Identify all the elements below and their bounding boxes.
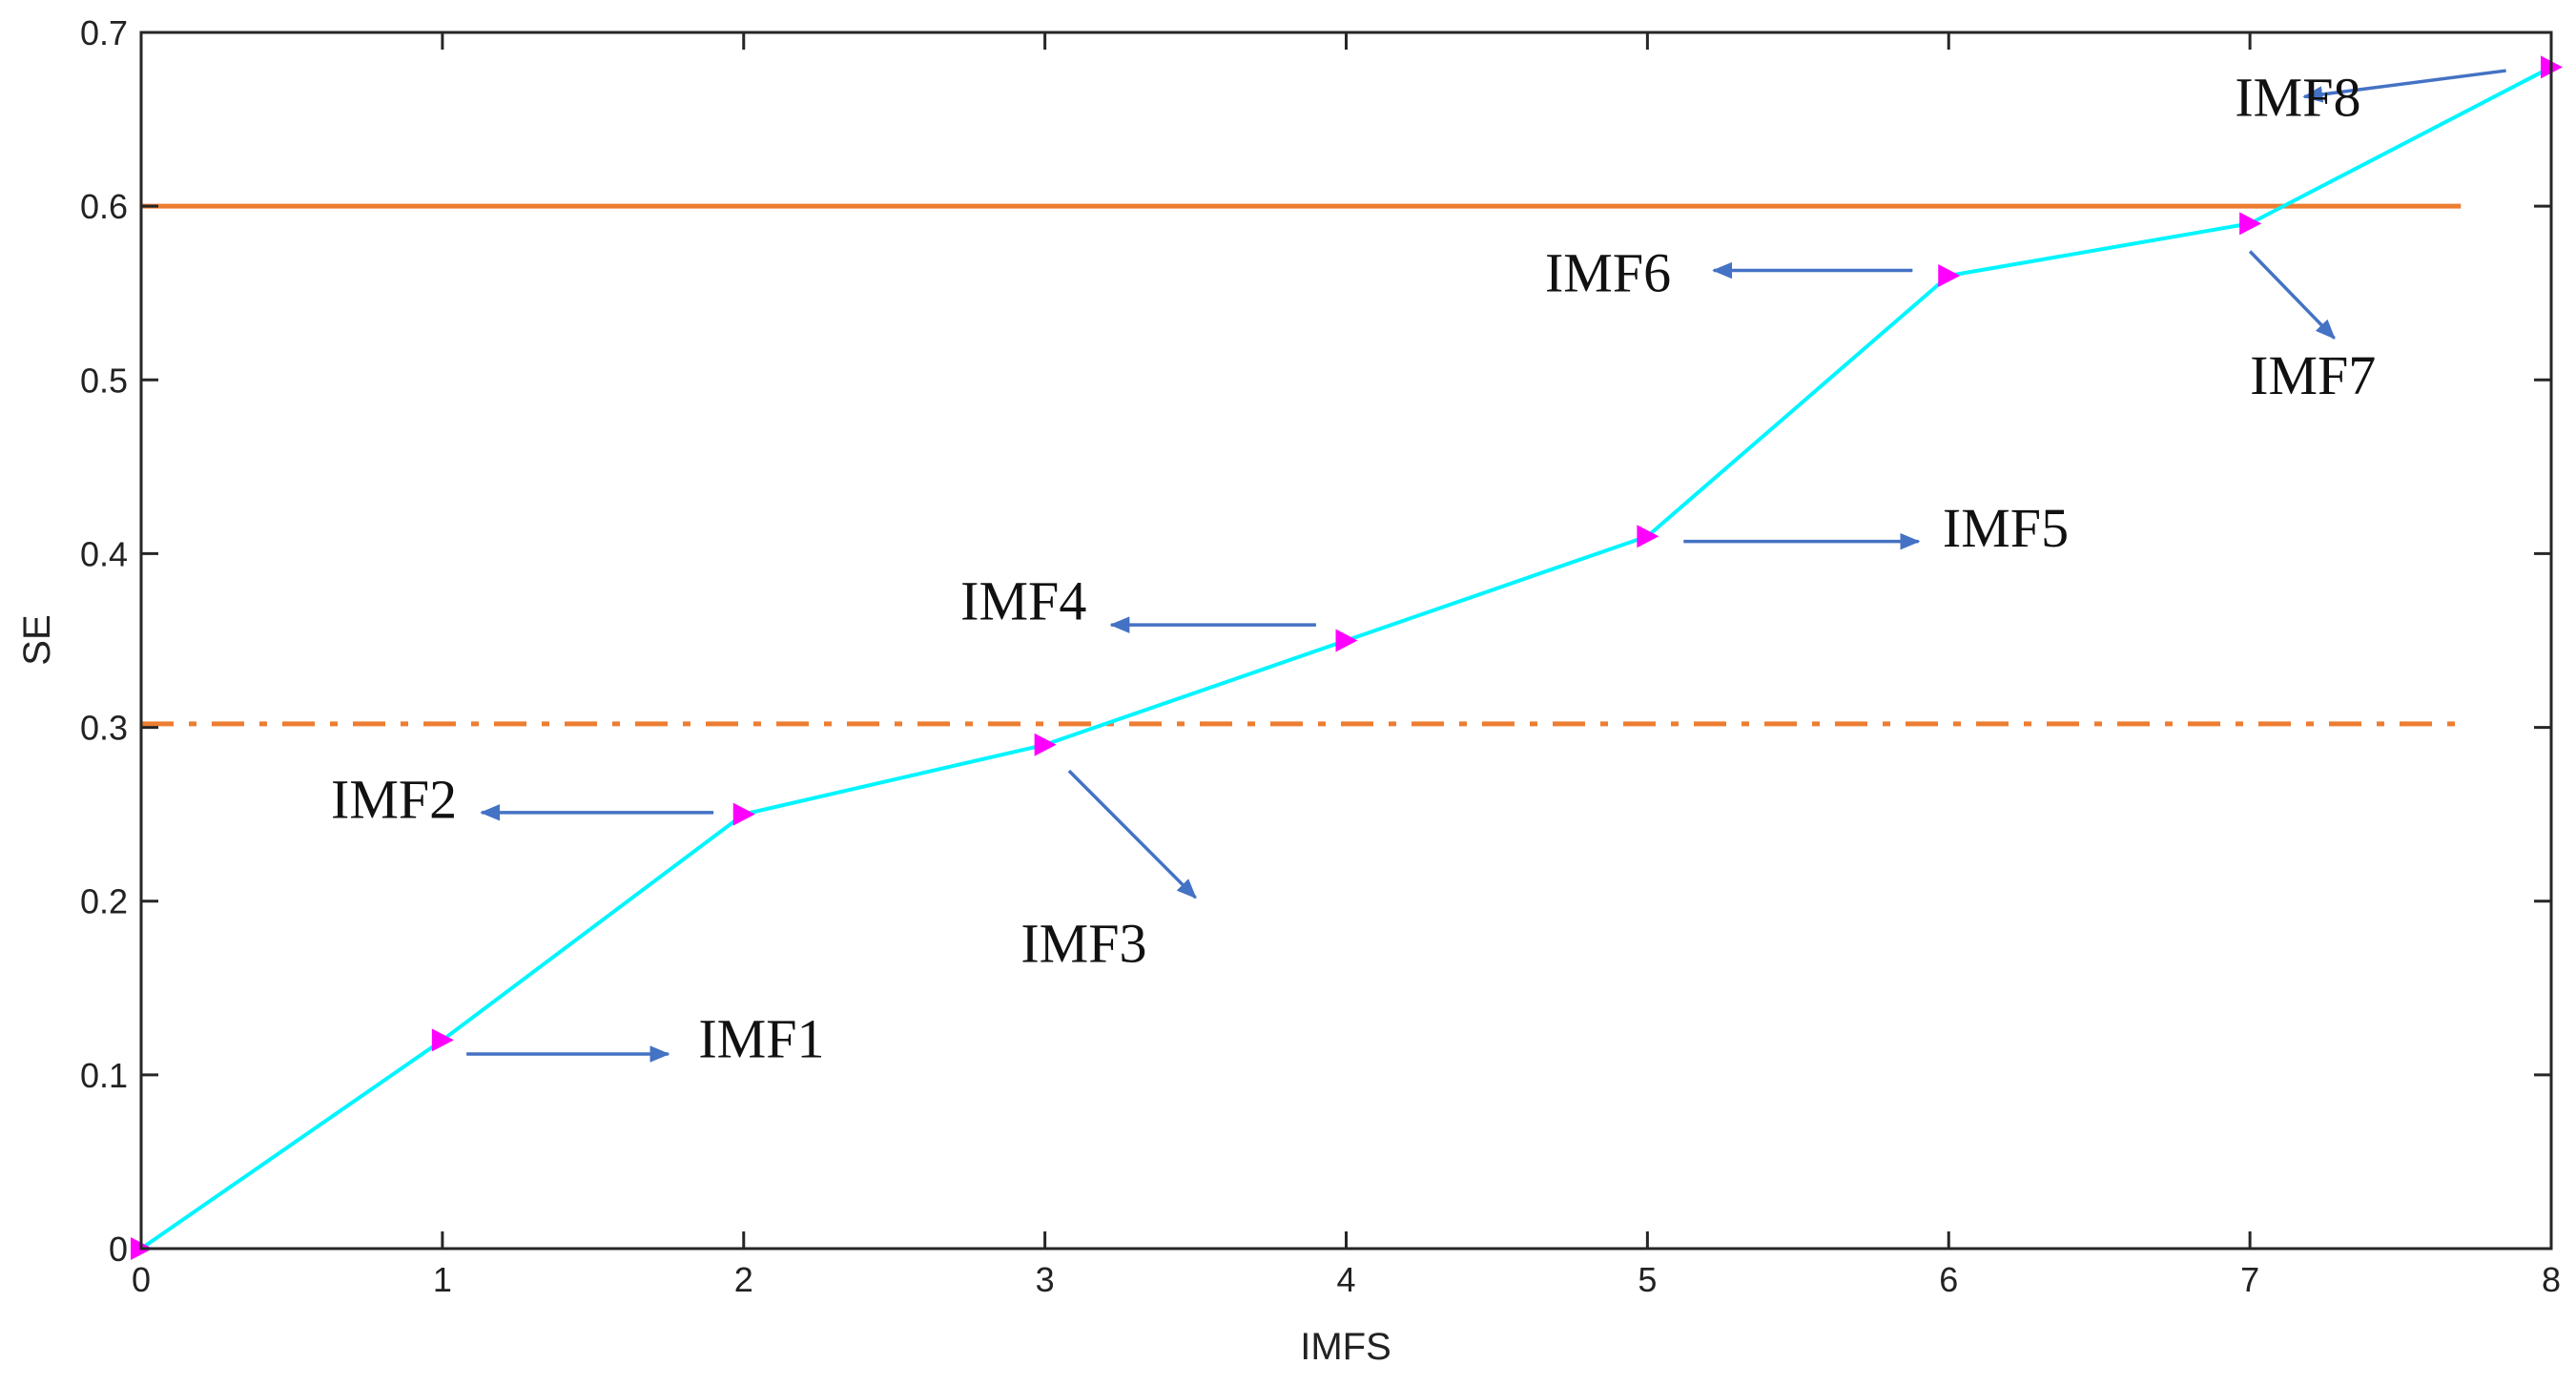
data-point-marker <box>431 1028 454 1052</box>
x-axis-title: IMFS <box>1300 1326 1391 1368</box>
x-tick-label: 8 <box>2542 1260 2561 1299</box>
y-tick-labels: 0 0.1 0.2 0.3 0.4 0.5 0.6 0.7 <box>80 13 128 1269</box>
annotation-label: IMF1 <box>698 1008 824 1070</box>
data-point-marker <box>1637 525 1659 548</box>
reference-lines <box>141 203 2462 727</box>
annotation-label: IMF2 <box>331 768 457 830</box>
y-axis-title: SE <box>16 614 58 665</box>
data-point-marker <box>1938 264 1961 287</box>
y-tick-label: 0.1 <box>80 1056 128 1095</box>
annotation-label: IMF7 <box>2250 344 2376 406</box>
x-tick-labels: 0 1 2 3 4 5 6 7 8 <box>132 1260 2561 1299</box>
y-tick-label: 0.3 <box>80 709 128 748</box>
x-tick-label: 2 <box>734 1260 753 1299</box>
annotation-arrows <box>466 69 2506 1063</box>
x-tick-label: 7 <box>2240 1260 2259 1299</box>
annotation-arrow <box>2248 250 2336 340</box>
x-tick-label: 6 <box>1939 1260 1958 1299</box>
y-tick-label: 0.7 <box>80 13 128 52</box>
data-point-marker <box>732 802 755 826</box>
y-tick-label: 0.6 <box>80 187 128 226</box>
x-tick-label: 0 <box>132 1260 151 1299</box>
annotation-label: IMF6 <box>1545 241 1671 303</box>
annotation-label: IMF4 <box>960 570 1086 632</box>
annotation-label: IMF5 <box>1943 497 2069 559</box>
axis-ticks <box>141 32 2551 1249</box>
data-point-marker <box>2239 212 2262 236</box>
y-tick-label: 0.2 <box>80 882 128 921</box>
annotation-label: IMF8 <box>2235 66 2360 128</box>
annotation-labels: IMF1 IMF2 IMF3 IMF4 IMF5 IMF6 IMF7 IMF8 <box>331 66 2376 1069</box>
annotation-arrow <box>1067 769 1197 899</box>
y-tick-label: 0.5 <box>80 361 128 400</box>
data-point-marker <box>1034 733 1057 756</box>
x-tick-label: 3 <box>1036 1260 1055 1299</box>
y-tick-label: 0.4 <box>80 534 128 573</box>
annotation-label: IMF3 <box>1020 912 1146 974</box>
y-tick-label: 0 <box>109 1230 128 1269</box>
x-tick-label: 1 <box>433 1260 452 1299</box>
x-tick-label: 5 <box>1638 1260 1657 1299</box>
x-tick-label: 4 <box>1336 1260 1355 1299</box>
data-point-marker <box>1335 629 1358 652</box>
annotation-arrow <box>2302 69 2506 103</box>
